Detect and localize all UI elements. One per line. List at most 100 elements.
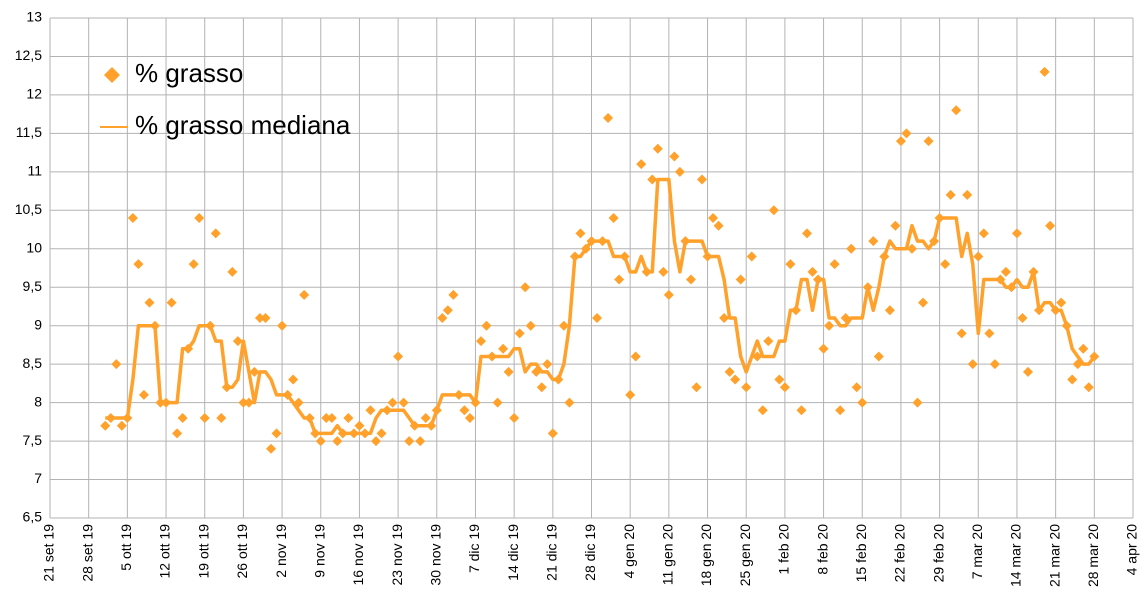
data-point [868, 236, 879, 247]
y-tick-label: 10,5 [15, 201, 42, 217]
data-point [895, 136, 906, 147]
data-point [326, 413, 337, 423]
x-tick-label: 18 gen 20 [698, 524, 714, 586]
data-point [730, 374, 741, 385]
data-point [1083, 382, 1094, 393]
data-point [669, 151, 680, 162]
data-point [520, 282, 531, 293]
data-point [547, 428, 558, 439]
data-point [227, 266, 238, 277]
data-point [674, 166, 685, 177]
legend-label: % grasso [135, 58, 243, 88]
data-point [464, 413, 475, 423]
y-tick-label: 13 [26, 9, 42, 25]
data-point [249, 366, 260, 377]
data-point [663, 289, 674, 300]
data-point [194, 213, 205, 223]
data-point [857, 397, 868, 408]
data-point [127, 213, 138, 223]
data-point [779, 382, 790, 393]
legend-marker [104, 67, 120, 83]
x-tick-label: 30 nov 19 [427, 524, 443, 586]
data-point [608, 213, 619, 223]
data-point [768, 205, 779, 216]
x-tick-label: 1 feb 20 [776, 524, 792, 575]
data-point [332, 436, 343, 447]
data-point [807, 266, 818, 277]
data-point [376, 428, 387, 439]
data-point [873, 351, 884, 362]
data-point [387, 397, 398, 408]
y-tick-label: 8,5 [23, 355, 43, 371]
data-point [774, 374, 785, 385]
y-tick-label: 8 [34, 393, 42, 409]
data-point [1039, 66, 1050, 77]
data-point [420, 413, 431, 423]
y-tick-label: 10 [26, 239, 42, 255]
data-point [437, 313, 448, 323]
data-point [354, 420, 365, 431]
data-point [906, 243, 917, 254]
data-point [542, 359, 553, 370]
data-point [111, 359, 122, 370]
data-point [232, 336, 243, 347]
data-point [415, 436, 426, 447]
data-point [475, 336, 486, 347]
data-point [824, 320, 835, 331]
x-tick-label: 4 gen 20 [621, 524, 637, 579]
data-point [818, 343, 829, 354]
data-point [365, 405, 376, 416]
data-point [901, 128, 912, 139]
data-point [271, 428, 282, 439]
data-point [984, 328, 995, 339]
x-tick-label: 21 dic 19 [544, 524, 560, 581]
data-point [1000, 266, 1011, 277]
data-point [277, 320, 288, 331]
data-point [973, 251, 984, 262]
x-tick-label: 16 nov 19 [350, 524, 366, 586]
x-tick-label: 4 apr 20 [1124, 524, 1140, 576]
data-point [138, 389, 149, 400]
data-point [564, 397, 575, 408]
data-point [1017, 313, 1028, 323]
data-point [558, 320, 569, 331]
data-point [801, 228, 812, 239]
data-point [393, 351, 404, 362]
x-tick-label: 8 feb 20 [814, 524, 830, 575]
x-tick-label: 26 ott 19 [234, 524, 250, 579]
data-point [962, 189, 973, 200]
data-point [884, 305, 895, 316]
data-point [481, 320, 492, 331]
x-tick-label: 15 feb 20 [853, 524, 869, 583]
data-point [321, 413, 332, 423]
data-point [796, 405, 807, 416]
data-point [592, 313, 603, 323]
data-point [647, 174, 658, 185]
data-point [299, 289, 310, 300]
data-point [536, 382, 547, 393]
data-point [652, 143, 663, 154]
data-point [260, 313, 271, 323]
data-point [989, 359, 1000, 370]
data-point [940, 259, 951, 270]
x-tick-label: 7 mar 20 [969, 524, 985, 579]
x-tick-label: 14 mar 20 [1008, 524, 1024, 587]
data-point [172, 428, 183, 439]
data-point [746, 251, 757, 262]
data-point [951, 105, 962, 116]
data-point [448, 289, 459, 300]
data-point [216, 413, 227, 423]
data-point [188, 259, 199, 270]
data-point [199, 413, 210, 423]
data-point [658, 266, 669, 277]
data-point [1011, 228, 1022, 239]
data-point [254, 313, 265, 323]
data-point [829, 259, 840, 270]
x-tick-label: 12 ott 19 [157, 524, 173, 579]
data-point [166, 297, 177, 308]
data-point [713, 220, 724, 231]
data-point [1056, 297, 1067, 308]
data-point [404, 436, 415, 447]
data-point [785, 259, 796, 270]
